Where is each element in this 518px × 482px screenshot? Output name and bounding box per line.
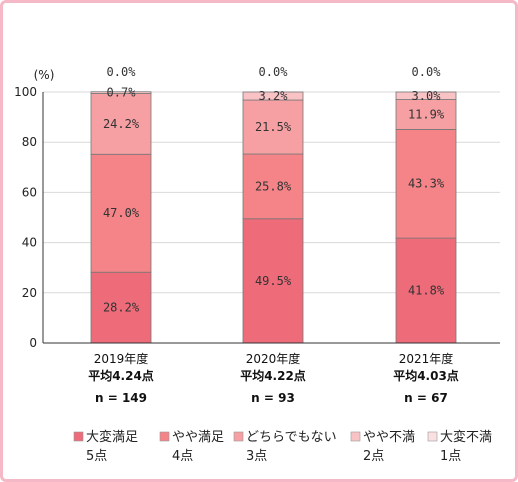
- data-label: 3.2%: [259, 89, 289, 103]
- data-label: 3.0%: [412, 89, 442, 103]
- data-label: 0.0%: [412, 65, 442, 79]
- legend-label: 大変満足: [86, 429, 138, 445]
- legend-swatch: [233, 431, 244, 442]
- data-label: 0.0%: [259, 65, 289, 79]
- legend-label: やや満足: [172, 430, 224, 445]
- bar-stacks: [90, 91, 457, 344]
- y-tick-label: 60: [22, 185, 37, 199]
- category-n: n = 67: [404, 391, 448, 405]
- bar-segment: [242, 99, 304, 155]
- data-labels: 28.2% 47.0% 24.2% 0.7% 0.0% 49.5% 25.8% 21.5% 3.…: [103, 65, 445, 315]
- category-n: n = 93: [251, 391, 295, 405]
- bar-segment: [395, 91, 457, 100]
- bar-segment: [90, 153, 152, 273]
- category-n: n = 149: [95, 391, 147, 405]
- category-name: 2021年度: [399, 351, 454, 366]
- legend-swatch: [427, 431, 438, 442]
- data-label: 24.2%: [103, 117, 140, 131]
- legend: 大変満足 5点 やや満足 4点 どちらでもない 3点 やや不満 2点 大変不満 1点: [73, 429, 492, 464]
- bar-segment: [395, 128, 457, 239]
- legend-label: やや不満: [363, 430, 415, 445]
- data-label: 25.8%: [255, 179, 292, 193]
- data-label: 49.5%: [255, 274, 292, 288]
- category-name: 2019年度: [94, 351, 149, 366]
- y-tick-label: 40: [22, 236, 37, 250]
- bar-segment: [242, 91, 304, 101]
- bar-segment: [242, 153, 304, 220]
- data-label: 0.7%: [107, 86, 137, 100]
- legend-score: 5点: [86, 449, 107, 464]
- legend-score: 1点: [440, 449, 461, 464]
- legend-label: 大変不満: [440, 429, 492, 445]
- legend-swatch: [73, 431, 84, 442]
- data-label: 11.9%: [408, 107, 445, 121]
- legend-score: 3点: [246, 449, 267, 464]
- legend-swatch: [159, 431, 170, 442]
- legend-swatch: [350, 431, 361, 442]
- legend-score: 4点: [172, 449, 193, 464]
- y-axis-unit: (%): [34, 68, 55, 82]
- data-label: 21.5%: [255, 120, 292, 134]
- category-average: 平均4.24点: [88, 368, 154, 383]
- category-name: 2020年度: [246, 351, 301, 366]
- bar-segment: [90, 271, 152, 344]
- data-label: 0.0%: [107, 65, 137, 79]
- y-tick-label: 0: [29, 336, 37, 350]
- y-tick-label: 80: [22, 135, 37, 149]
- legend-label: どちらでもない: [246, 430, 337, 445]
- data-label: 41.8%: [408, 284, 445, 298]
- category-average: 平均4.03点: [393, 368, 459, 383]
- y-tick-label: 20: [22, 286, 37, 300]
- bar-segment: [395, 237, 457, 344]
- legend-score: 2点: [363, 449, 384, 464]
- data-label: 47.0%: [103, 206, 140, 220]
- data-label: 43.3%: [408, 177, 445, 191]
- category-average: 平均4.22点: [240, 368, 306, 383]
- bar-segment: [90, 91, 152, 94]
- y-axis: 0 20 40 60 80 100 (%): [14, 68, 500, 350]
- y-tick-label: 100: [14, 85, 37, 99]
- data-label: 28.2%: [103, 301, 140, 315]
